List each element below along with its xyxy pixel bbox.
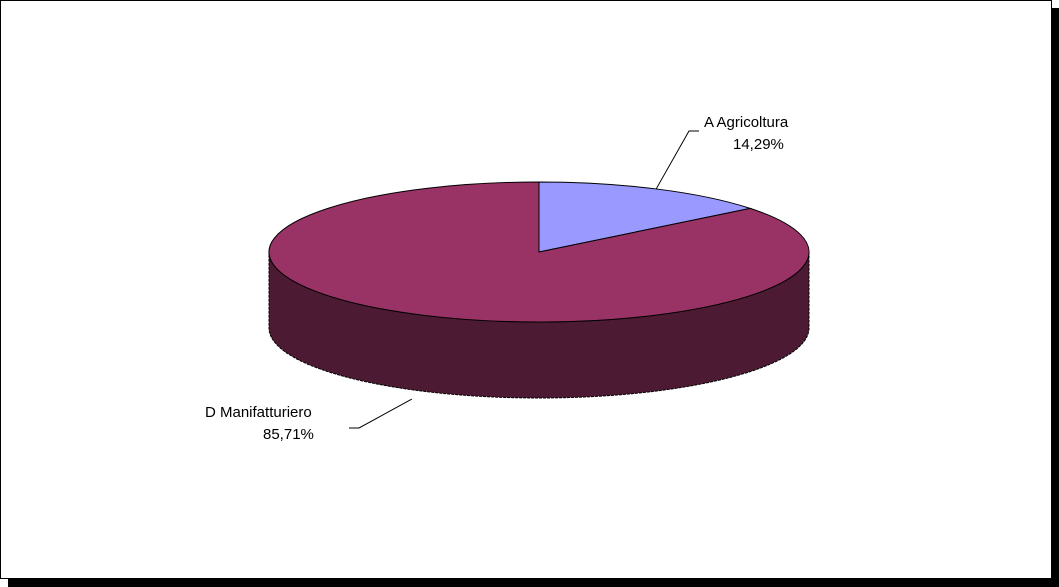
- pie-side-manifatturiero: [268, 251, 810, 399]
- pie-slice-manifatturiero: [268, 181, 810, 323]
- leader-line-agricoltura: [655, 130, 699, 190]
- leader-line-manifatturiero: [349, 398, 413, 429]
- slice-labels: A Agricoltura 14,29% D Manifatturiero 85…: [205, 114, 789, 443]
- slice-label-manifatturiero-category: D Manifatturiero: [205, 404, 312, 421]
- pie-sides: [268, 251, 810, 399]
- slice-label-manifatturiero-percent: 85,71%: [263, 426, 314, 443]
- pie-chart: A Agricoltura 14,29% D Manifatturiero 85…: [205, 114, 810, 443]
- chart-frame: A Agricoltura 14,29% D Manifatturiero 85…: [0, 0, 1052, 579]
- pie-tops: [268, 181, 810, 323]
- slice-label-agricoltura-percent: 14,29%: [733, 136, 784, 153]
- slice-label-agricoltura-category: A Agricoltura: [704, 114, 789, 131]
- leader-lines: [349, 130, 699, 429]
